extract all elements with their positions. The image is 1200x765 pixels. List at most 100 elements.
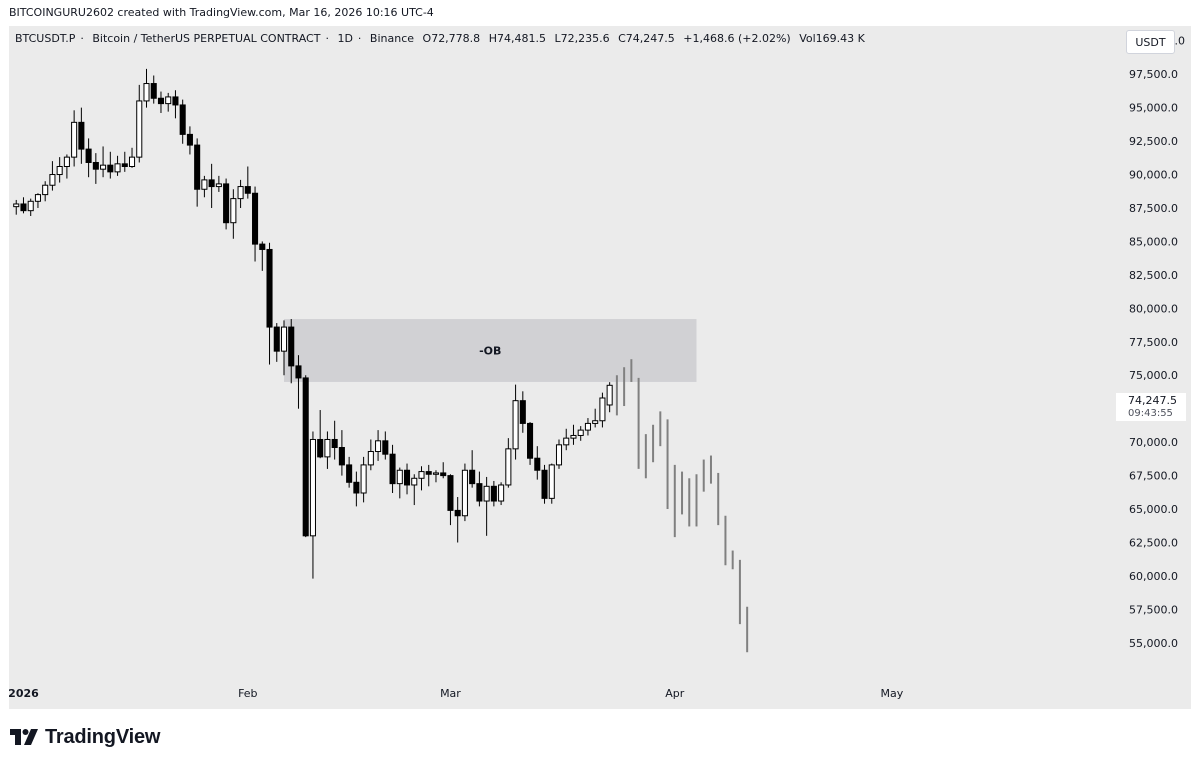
candle[interactable] xyxy=(280,320,288,376)
candle[interactable] xyxy=(186,126,193,155)
candle[interactable] xyxy=(273,323,280,362)
candle[interactable] xyxy=(49,161,56,191)
candle[interactable] xyxy=(157,91,165,113)
candle[interactable] xyxy=(440,462,447,479)
tradingview-logo-text: TradingView xyxy=(45,725,161,748)
candle[interactable] xyxy=(266,242,273,365)
candle[interactable] xyxy=(128,147,136,168)
candle[interactable] xyxy=(599,392,606,428)
candle[interactable] xyxy=(71,110,78,167)
candle-body-down xyxy=(490,485,497,502)
candle[interactable] xyxy=(13,199,20,215)
candle[interactable] xyxy=(498,482,505,506)
candlestick-chart[interactable]: -OB 100,000.097,500.095,000.092,500.090,… xyxy=(9,26,1191,709)
candle[interactable] xyxy=(548,463,555,504)
candle[interactable] xyxy=(42,181,49,202)
candle[interactable] xyxy=(215,175,222,192)
candle[interactable] xyxy=(165,92,172,112)
candle[interactable] xyxy=(346,456,353,488)
candle[interactable] xyxy=(476,471,483,507)
candle[interactable] xyxy=(302,375,309,538)
candle[interactable] xyxy=(179,99,186,144)
candle[interactable] xyxy=(563,428,570,451)
candle[interactable] xyxy=(512,384,519,460)
candle[interactable] xyxy=(527,422,534,465)
candle-body-up xyxy=(432,472,440,475)
candle[interactable] xyxy=(577,426,584,441)
candle-body-down xyxy=(476,483,483,502)
currency-button[interactable]: USDT xyxy=(1126,30,1175,54)
candle-body-up xyxy=(143,83,150,102)
candle[interactable] xyxy=(100,146,107,178)
candle[interactable] xyxy=(223,178,230,230)
candle[interactable] xyxy=(555,439,563,469)
candle[interactable] xyxy=(85,138,92,178)
candle[interactable] xyxy=(136,84,143,163)
candle[interactable] xyxy=(367,439,374,471)
candle[interactable] xyxy=(490,480,497,507)
candle[interactable] xyxy=(606,382,613,413)
candle[interactable] xyxy=(194,138,201,207)
candle[interactable] xyxy=(461,463,468,522)
candle[interactable] xyxy=(447,474,454,526)
candle[interactable] xyxy=(519,391,526,433)
candle[interactable] xyxy=(454,497,461,543)
chart-panel[interactable]: -OB 100,000.097,500.095,000.092,500.090,… xyxy=(9,26,1191,709)
candle[interactable] xyxy=(107,151,114,179)
candle[interactable] xyxy=(396,467,403,499)
candle[interactable] xyxy=(309,431,316,579)
candle[interactable] xyxy=(432,470,440,483)
candle[interactable] xyxy=(288,319,295,384)
candle[interactable] xyxy=(592,408,599,428)
candle[interactable] xyxy=(483,476,490,536)
candle[interactable] xyxy=(411,474,418,506)
candle[interactable] xyxy=(63,154,70,179)
candle[interactable] xyxy=(324,431,331,469)
symbol-name[interactable]: BTCUSDT.P xyxy=(15,32,76,45)
candle[interactable] xyxy=(375,430,382,461)
candle[interactable] xyxy=(259,241,266,271)
candle[interactable] xyxy=(295,355,302,409)
candle[interactable] xyxy=(201,175,208,198)
candle-body-up xyxy=(114,163,121,173)
candle[interactable] xyxy=(331,420,338,460)
candle-body-down xyxy=(534,457,541,471)
candle[interactable] xyxy=(353,471,360,507)
candle[interactable] xyxy=(469,450,476,488)
candle[interactable] xyxy=(143,68,150,108)
candle-body-down xyxy=(331,438,338,449)
candle[interactable] xyxy=(150,75,157,104)
candle[interactable] xyxy=(317,410,324,459)
candle[interactable] xyxy=(534,446,541,480)
candle[interactable] xyxy=(382,431,389,460)
candle[interactable] xyxy=(584,418,591,436)
y-axis-tick-label: 77,500.0 xyxy=(1129,336,1178,349)
ohlc-low: L72,235.6 xyxy=(554,32,610,45)
candle[interactable] xyxy=(541,464,548,504)
candle[interactable] xyxy=(27,198,34,217)
candle[interactable] xyxy=(237,179,244,208)
candle[interactable] xyxy=(114,155,121,176)
candle[interactable] xyxy=(505,438,512,488)
candle[interactable] xyxy=(92,153,99,184)
candle[interactable] xyxy=(418,466,425,491)
y-axis-tick-label: 67,500.0 xyxy=(1129,470,1178,483)
candle-body-down xyxy=(259,243,266,250)
order-block-zone[interactable] xyxy=(284,319,697,382)
candle[interactable] xyxy=(172,90,179,119)
candle[interactable] xyxy=(34,193,41,208)
candle[interactable] xyxy=(338,430,345,476)
candle[interactable] xyxy=(425,464,432,487)
candle[interactable] xyxy=(570,424,577,445)
candle[interactable] xyxy=(208,163,215,208)
candle[interactable] xyxy=(244,166,251,199)
candle[interactable] xyxy=(56,157,63,183)
candle[interactable] xyxy=(403,463,411,495)
candle[interactable] xyxy=(389,444,396,494)
candle[interactable] xyxy=(360,456,367,503)
candle[interactable] xyxy=(121,151,128,172)
candle[interactable] xyxy=(230,189,237,239)
candle[interactable] xyxy=(20,197,27,214)
candle[interactable] xyxy=(78,107,85,164)
candle[interactable] xyxy=(252,186,259,262)
